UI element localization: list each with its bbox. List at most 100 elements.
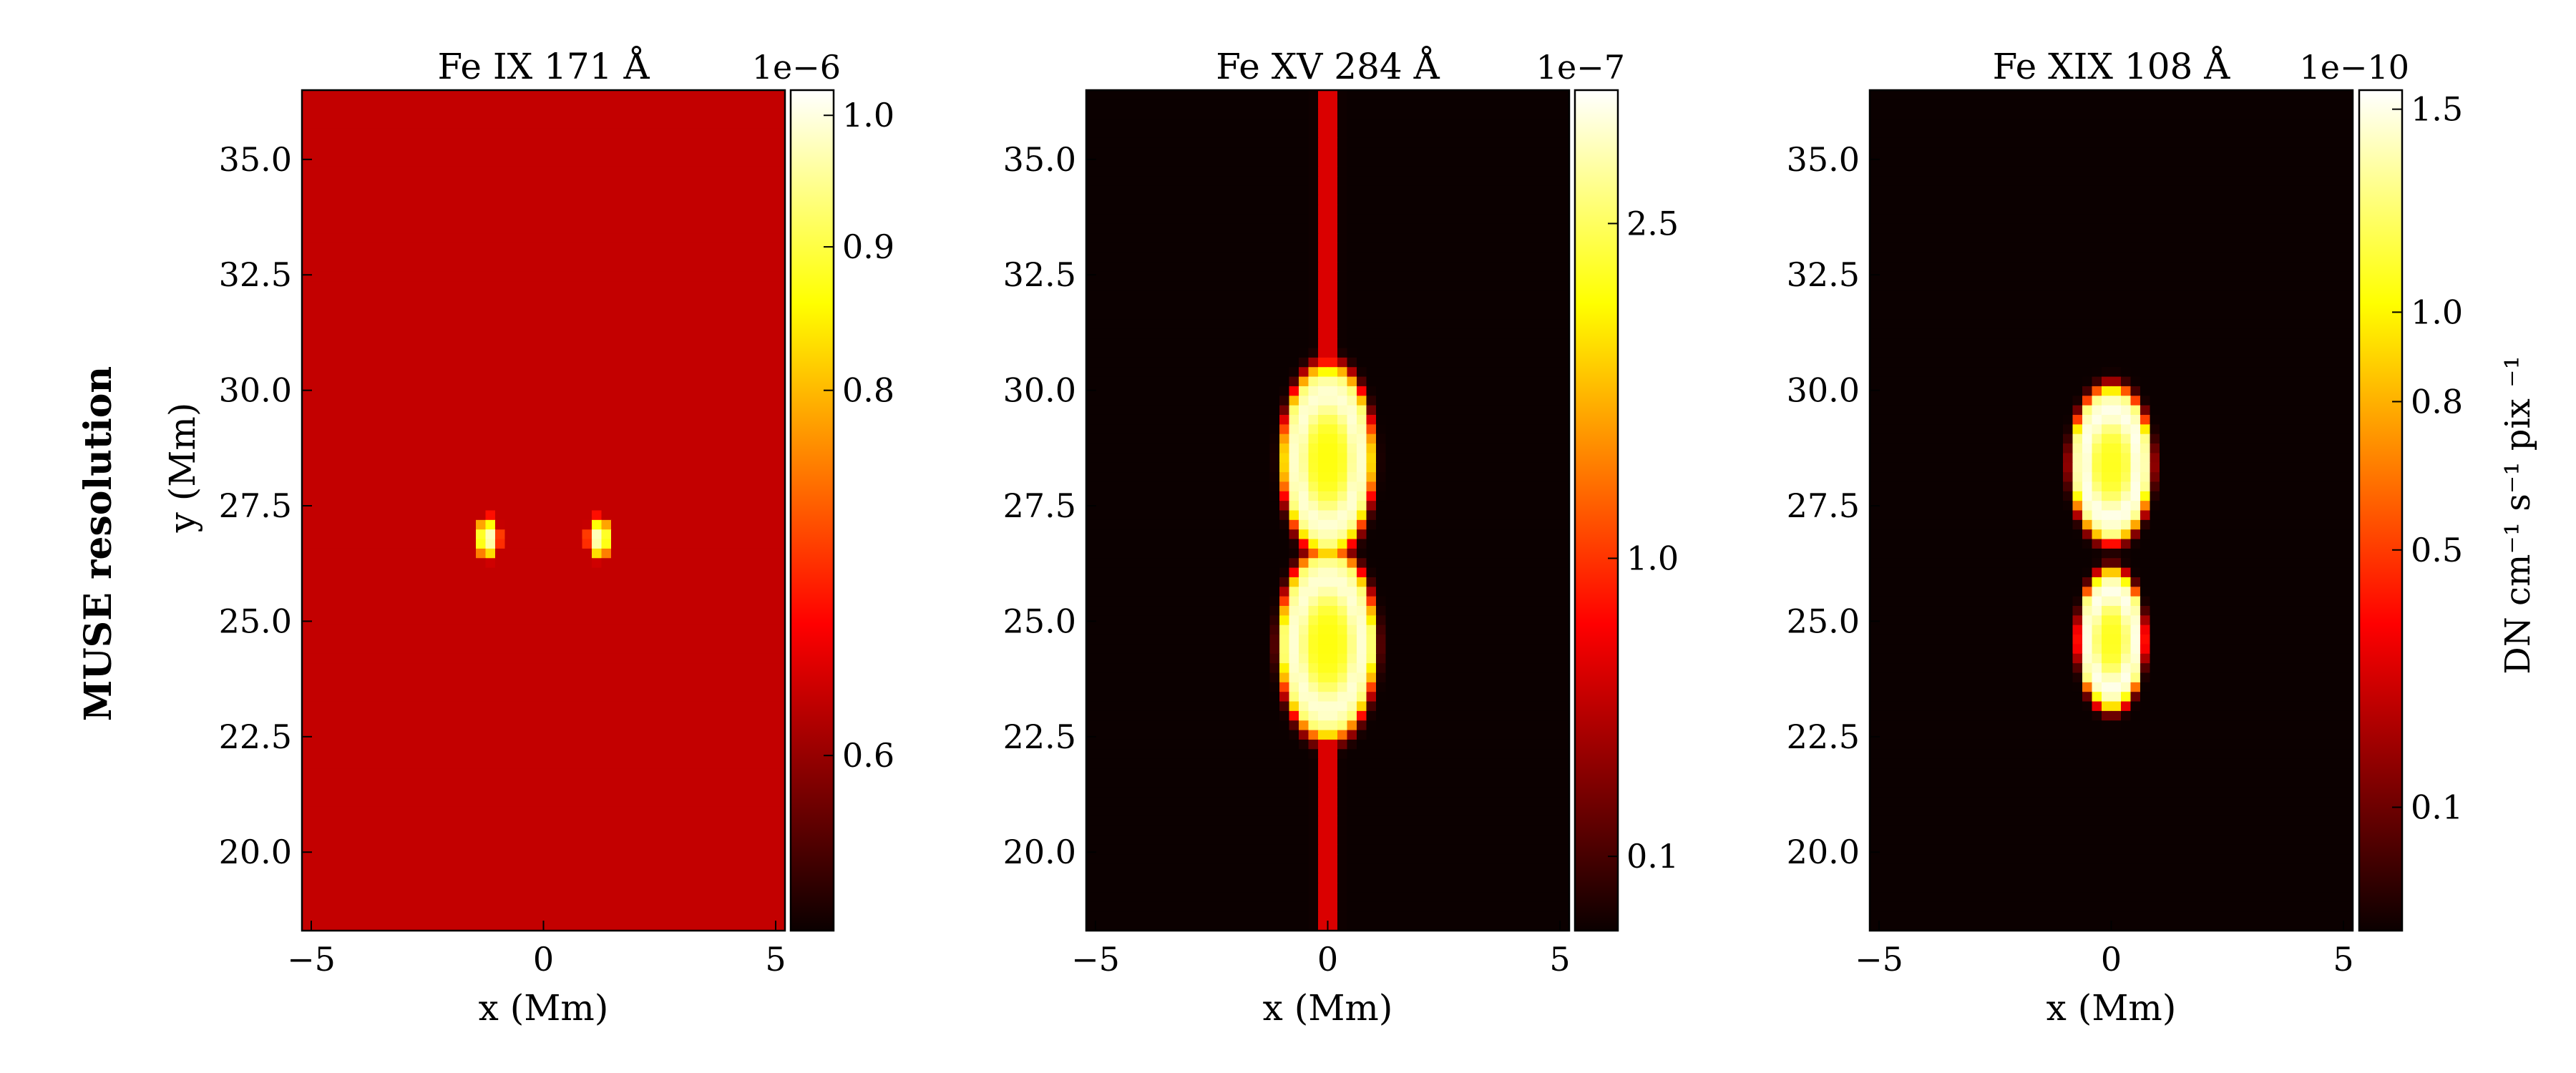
heatmap-cell (457, 806, 467, 817)
heatmap-cell (524, 109, 535, 119)
heatmap-cell (350, 596, 361, 607)
heatmap-cell (331, 806, 341, 817)
heatmap-cell (601, 119, 612, 129)
heatmap-cell (466, 386, 477, 396)
heatmap-cell (659, 577, 670, 587)
heatmap-cell (669, 214, 680, 225)
heatmap-cell (331, 606, 341, 616)
heatmap-cell (669, 606, 680, 616)
heatmap-cell (659, 615, 670, 626)
heatmap-cell (650, 147, 660, 158)
heatmap-cell (727, 624, 738, 635)
heatmap-cell (562, 606, 573, 616)
heatmap-cell (572, 663, 583, 674)
colorbar-tick-label: 0.8 (842, 371, 894, 410)
heatmap-cell (1279, 166, 1290, 177)
heatmap-cell (437, 596, 448, 607)
heatmap-cell (553, 519, 564, 530)
heatmap-cell (717, 797, 728, 808)
heatmap-cell (659, 558, 670, 569)
heatmap-cell (1211, 137, 1222, 148)
heatmap-cell (1357, 185, 1367, 196)
heatmap-cell (1347, 109, 1357, 119)
heatmap-cell (457, 262, 467, 273)
heatmap-cell (611, 844, 622, 855)
heatmap-cell (427, 290, 438, 301)
heatmap-cell (717, 501, 728, 511)
heatmap-cell (766, 815, 776, 826)
heatmap-cell (427, 157, 438, 167)
heatmap-cell (1424, 147, 1435, 158)
heatmap-cell (572, 682, 583, 692)
heatmap-cell (437, 606, 448, 616)
heatmap-cell (408, 739, 419, 750)
heatmap-cell (418, 90, 429, 100)
heatmap-cell (562, 424, 573, 435)
heatmap-cell (341, 835, 351, 846)
heatmap-cell (504, 300, 515, 310)
heatmap-cell (1559, 99, 1570, 110)
heatmap-cell (708, 357, 718, 368)
heatmap-cell (582, 758, 592, 769)
heatmap-cell (659, 606, 670, 616)
heatmap-cell (350, 90, 361, 100)
heatmap-cell (766, 491, 776, 501)
heatmap-cell (736, 444, 747, 454)
heatmap-cell (766, 587, 776, 597)
heatmap-cell (369, 166, 380, 177)
heatmap-cell (350, 462, 361, 473)
heatmap-cell (611, 787, 622, 798)
heatmap-cell (457, 157, 467, 167)
heatmap-cell (659, 185, 670, 196)
heatmap-cell (504, 166, 515, 177)
heatmap-cell (447, 873, 457, 883)
heatmap-cell (659, 157, 670, 167)
heatmap-cell (360, 863, 371, 874)
heatmap-cell (746, 99, 757, 110)
heatmap-cell (1337, 166, 1348, 177)
heatmap-cell (678, 797, 689, 808)
heatmap-cell (437, 128, 448, 139)
heatmap-cell (524, 338, 535, 349)
heatmap-cell (562, 310, 573, 320)
heatmap-cell (1183, 119, 1194, 129)
heatmap-cell (476, 472, 487, 483)
heatmap-cell (495, 883, 506, 893)
heatmap-cell (669, 644, 680, 655)
heatmap-cell (1096, 90, 1106, 100)
heatmap-cell (418, 873, 429, 883)
heatmap-cell (678, 414, 689, 425)
heatmap-cell (708, 548, 718, 559)
heatmap-cell (669, 119, 680, 129)
heatmap-cell (756, 644, 766, 655)
heatmap-cell (427, 252, 438, 263)
heatmap-cell (360, 262, 371, 273)
heatmap-cell (1308, 99, 1319, 110)
heatmap-cell (360, 501, 371, 511)
heatmap-cell (399, 854, 409, 865)
heatmap-cell (746, 539, 757, 549)
heatmap-cell (408, 405, 419, 416)
heatmap-cell (1424, 119, 1435, 129)
heatmap-cell (650, 357, 660, 368)
heatmap-cell (1106, 157, 1116, 167)
heatmap-cell (534, 720, 545, 731)
heatmap-cell (1192, 176, 1203, 187)
heatmap-cell (553, 185, 564, 196)
heatmap-cell (311, 348, 322, 358)
heatmap-cell (331, 262, 341, 273)
heatmap-cell (341, 921, 351, 931)
heatmap-cell (302, 376, 313, 387)
heatmap-cell (369, 624, 380, 635)
heatmap-cell (437, 787, 448, 798)
heatmap-cell (311, 252, 322, 263)
heatmap-cell (437, 491, 448, 501)
heatmap-cell (1501, 157, 1512, 167)
heatmap-cell (418, 157, 429, 167)
heatmap-cell (630, 758, 641, 769)
heatmap-cell (736, 825, 747, 836)
heatmap-cell (659, 854, 670, 865)
heatmap-cell (678, 710, 689, 721)
heatmap-cell (698, 157, 708, 167)
heatmap-cell (727, 892, 738, 903)
